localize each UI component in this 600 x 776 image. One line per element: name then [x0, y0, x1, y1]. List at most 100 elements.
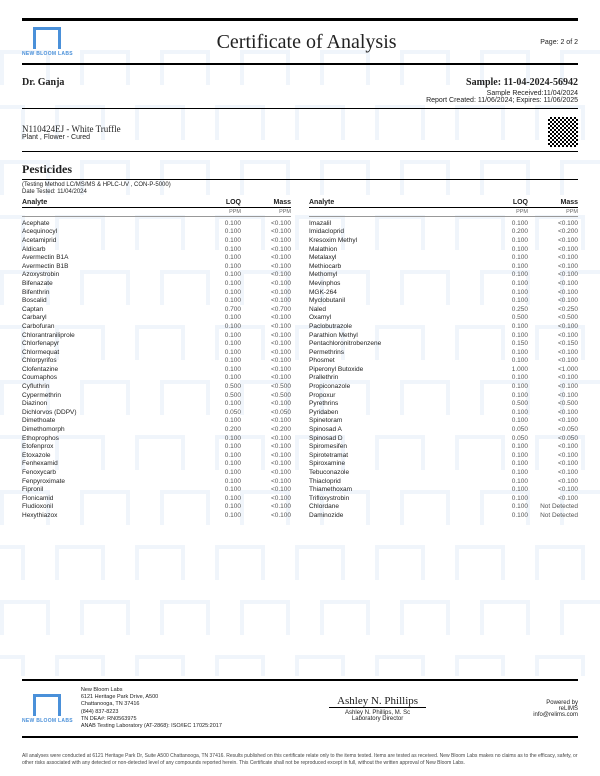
mass-value: <0.100 [528, 280, 578, 287]
analyte-name: Kresoxim Methyl [309, 237, 478, 244]
lab-name: NEW BLOOM LABS [22, 718, 73, 724]
loq-value: 0.100 [478, 374, 528, 381]
mass-value: Not Detected [528, 503, 578, 510]
mass-value: <0.050 [241, 409, 291, 416]
powered-by: Powered by reLIMS info@relims.com [533, 700, 578, 718]
table-row: Etoxazole0.100<0.100 [22, 451, 291, 460]
loq-value: 0.200 [478, 228, 528, 235]
analyte-name: Flonicamid [22, 495, 191, 502]
table-row: Carbofuran0.100<0.100 [22, 322, 291, 331]
logo-icon [33, 694, 61, 716]
product-type: Plant , Flower - Cured [22, 134, 121, 141]
table-row: Myclobutanil0.100<0.100 [309, 296, 578, 305]
loq-value: 0.050 [478, 426, 528, 433]
table-row: Chlorpyrifos0.100<0.100 [22, 357, 291, 366]
table-row: Chlordane0.100Not Detected [309, 503, 578, 512]
loq-value: 0.100 [478, 512, 528, 519]
footer-logo: NEW BLOOM LABS [22, 694, 73, 724]
lab-logo: NEW BLOOM LABS [22, 27, 73, 57]
loq-value: 0.100 [191, 503, 241, 510]
mass-value: <0.100 [241, 486, 291, 493]
mass-value: <0.100 [241, 314, 291, 321]
loq-value: 0.050 [191, 409, 241, 416]
loq-value: 0.100 [191, 366, 241, 373]
analyte-name: Etofenprox [22, 443, 191, 450]
analyte-name: Pyrethrins [309, 400, 478, 407]
analyte-name: Dimethomorph [22, 426, 191, 433]
table-row: Spirotetramat0.100<0.100 [309, 451, 578, 460]
analyte-name: Chlorantraniliprole [22, 332, 191, 339]
table-row: Propoxur0.100<0.100 [309, 391, 578, 400]
analyte-name: Paclobutrazole [309, 323, 478, 330]
analyte-name: Naled [309, 306, 478, 313]
table-row: Cyfluthrin0.500<0.500 [22, 382, 291, 391]
loq-value: 0.100 [191, 332, 241, 339]
table-row: Fenpyroximate0.100<0.100 [22, 477, 291, 486]
mass-value: <0.100 [528, 271, 578, 278]
mass-value: <0.100 [241, 460, 291, 467]
section-title: Pesticides [22, 162, 578, 180]
analyte-name: Diazinon [22, 400, 191, 407]
table-row: Mevinphos0.100<0.100 [309, 279, 578, 288]
mass-value: <0.100 [241, 237, 291, 244]
loq-value: 0.100 [478, 392, 528, 399]
mass-value: <0.100 [241, 478, 291, 485]
analyte-name: Dimethoate [22, 417, 191, 424]
loq-value: 0.500 [478, 314, 528, 321]
analyte-name: Boscalid [22, 297, 191, 304]
analyte-name: Fipronil [22, 486, 191, 493]
mass-value: <0.100 [528, 349, 578, 356]
mass-value: <0.050 [528, 426, 578, 433]
table-row: Captan0.700<0.700 [22, 305, 291, 314]
loq-value: 0.100 [478, 460, 528, 467]
mass-value: <0.100 [241, 280, 291, 287]
mass-value: <0.100 [528, 323, 578, 330]
loq-value: 0.100 [191, 417, 241, 424]
loq-value: 0.100 [478, 271, 528, 278]
loq-value: 0.100 [191, 435, 241, 442]
mass-value: <0.100 [241, 443, 291, 450]
client-name: Dr. Ganja [22, 77, 64, 88]
sample-id: Sample: 11-04-2024-56942 [426, 77, 578, 88]
table-row: Daminozide0.100Not Detected [309, 511, 578, 520]
mass-value: <0.100 [528, 297, 578, 304]
mass-value: <0.100 [241, 374, 291, 381]
mass-value: <0.100 [528, 392, 578, 399]
table-row: Clofentazine0.100<0.100 [22, 365, 291, 374]
loq-value: 0.100 [478, 443, 528, 450]
analyte-name: Propiconazole [309, 383, 478, 390]
analyte-name: Chlordane [309, 503, 478, 510]
analyte-name: Cyfluthrin [22, 383, 191, 390]
loq-value: 0.100 [191, 469, 241, 476]
table-row: Aldicarb0.100<0.100 [22, 245, 291, 254]
loq-value: 0.100 [191, 460, 241, 467]
table-row: Fenhexamid0.100<0.100 [22, 460, 291, 469]
table-row: Metalaxyl0.100<0.100 [309, 253, 578, 262]
analyte-name: Myclobutanil [309, 297, 478, 304]
loq-value: 0.500 [191, 392, 241, 399]
mass-value: <0.200 [241, 426, 291, 433]
table-row: Bifenazate0.100<0.100 [22, 279, 291, 288]
sample-info: Sample: 11-04-2024-56942 Sample Received… [426, 77, 578, 104]
analyte-name: Carbofuran [22, 323, 191, 330]
analyte-name: Fludioxonil [22, 503, 191, 510]
table-row: Spinetoram0.100<0.100 [309, 417, 578, 426]
analyte-name: Metalaxyl [309, 254, 478, 261]
table-row: Coumaphos0.100<0.100 [22, 374, 291, 383]
mass-value: <0.100 [241, 340, 291, 347]
th-analyte: Analyte [309, 199, 478, 206]
analyte-name: Clofentazine [22, 366, 191, 373]
analyte-name: Trifloxystrobin [309, 495, 478, 502]
sample-received: Sample Received:11/04/2024 [426, 90, 578, 97]
table-row: Paclobutrazole0.100<0.100 [309, 322, 578, 331]
analyte-name: Fenhexamid [22, 460, 191, 467]
table-row: Dimethoate0.100<0.100 [22, 417, 291, 426]
mass-value: <0.050 [528, 435, 578, 442]
analyte-name: Methiocarb [309, 263, 478, 270]
table-row: Prallethrin0.100<0.100 [309, 374, 578, 383]
loq-value: 0.100 [478, 297, 528, 304]
analyte-name: Avermectin B1A [22, 254, 191, 261]
table-row: Fipronil0.100<0.100 [22, 485, 291, 494]
loq-value: 0.100 [191, 314, 241, 321]
mass-value: <0.100 [241, 228, 291, 235]
